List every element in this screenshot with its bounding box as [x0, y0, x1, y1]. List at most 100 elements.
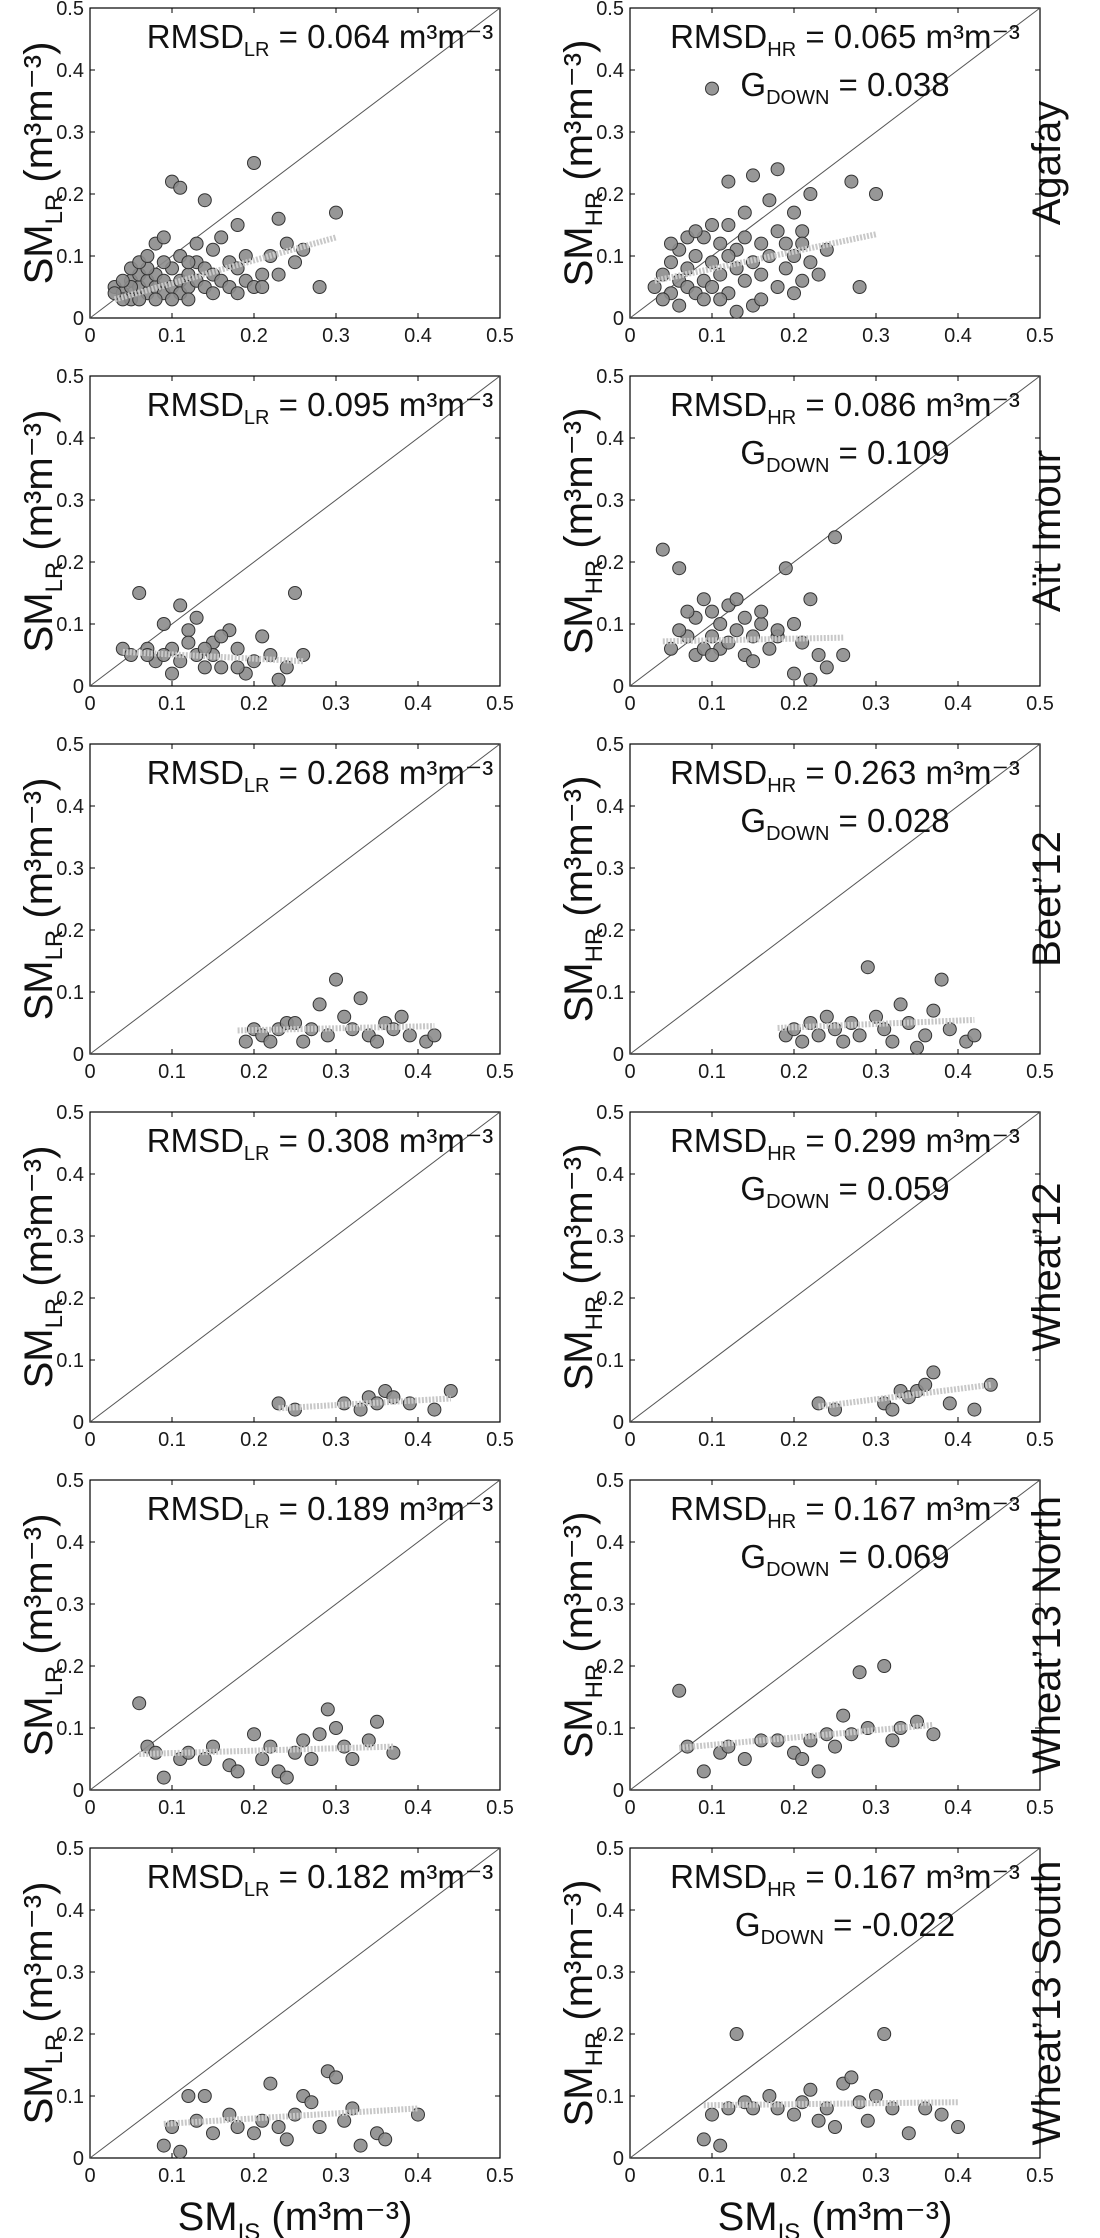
data-point [787, 666, 801, 681]
data-point [762, 193, 777, 208]
data-point [811, 267, 826, 282]
y-tick-label: 0.4 [56, 60, 84, 82]
one-to-one-line [629, 1479, 1041, 1791]
data-point [942, 1022, 957, 1037]
x-tick-label: 0.2 [780, 2165, 808, 2187]
panel-4-0: 0 0.1 0.2 0.3 0.4 0.5 0 0.1 0.2 0.3 0.4 0.5 RMSDLR =… [17, 1470, 514, 1819]
data-point [811, 1028, 826, 1043]
data-point [288, 255, 302, 270]
y-tick-label: 0 [613, 1044, 624, 1066]
panel-3-1: 0 0.1 0.2 0.3 0.4 0.5 0 0.1 0.2 0.3 0.4 0.5 RMSDHR =… [557, 1102, 1054, 1451]
y-tick-label: 0.1 [596, 982, 624, 1004]
panel-1-0: 0 0.1 0.2 0.3 0.4 0.5 0 0.1 0.2 0.3 0.4 0.5 RMSDLR =… [17, 366, 514, 715]
data-point [811, 648, 826, 662]
data-point [156, 648, 171, 662]
rmsd-annotation: RMSDLR = 0.268 m³m⁻³ [147, 754, 493, 797]
plot-frame [89, 1479, 501, 1791]
data-point [361, 1733, 376, 1748]
data-point [828, 1402, 842, 1417]
data-point [156, 230, 171, 245]
x-tick-label: 0.4 [944, 1061, 972, 1083]
data-point [967, 1028, 982, 1043]
data-point [329, 1721, 343, 1735]
data-point [844, 2070, 859, 2085]
y-tick-label: 0 [613, 676, 624, 698]
data-point [181, 292, 196, 307]
y-tick-label: 0.3 [56, 490, 84, 512]
data-point [197, 193, 212, 208]
y-axis-label: SMLR (m³m⁻³) [17, 42, 68, 285]
data-point [230, 641, 245, 656]
data-point [197, 660, 212, 675]
regression-line [777, 1016, 975, 1031]
data-point [918, 1028, 933, 1043]
one-to-one-line [89, 1111, 501, 1423]
y-tick-label: 0.5 [596, 1838, 624, 1860]
data-point [934, 972, 949, 987]
y-axis-label: SMHR (m³m⁻³) [557, 1512, 608, 1759]
data-point [696, 592, 711, 607]
data-point [901, 2126, 916, 2141]
x-tick-label: 0.5 [1026, 325, 1054, 347]
x-tick-label: 0.5 [486, 1429, 514, 1451]
data-point [910, 1040, 924, 1055]
data-point [402, 1028, 417, 1043]
data-point [230, 218, 245, 232]
x-tick-label: 0.4 [404, 1429, 432, 1451]
data-point [271, 2120, 286, 2134]
data-point [156, 1770, 171, 1785]
y-tick-label: 0.5 [56, 1470, 84, 1492]
x-tick-label: 0.3 [862, 693, 890, 715]
x-tick-label: 0 [624, 693, 635, 715]
y-tick-label: 0.3 [56, 858, 84, 880]
data-point [320, 1028, 335, 1043]
data-point [885, 2101, 900, 2116]
x-tick-label: 0.5 [1026, 693, 1054, 715]
y-tick-label: 0.1 [596, 614, 624, 636]
data-point [181, 255, 196, 270]
y-tick-label: 0.5 [596, 734, 624, 756]
data-point [696, 2132, 711, 2147]
y-tick-label: 0 [73, 308, 84, 330]
data-point [795, 1034, 810, 1049]
data-point [304, 2095, 319, 2110]
data-point [247, 156, 261, 170]
rmsd-annotation: RMSDLR = 0.182 m³m⁻³ [147, 1858, 493, 1901]
data-point [770, 280, 785, 294]
y-tick-label: 0.5 [596, 1102, 624, 1124]
x-tick-label: 0.2 [780, 325, 808, 347]
data-point [173, 598, 188, 613]
site-label: Agafay [1025, 101, 1069, 226]
x-tick-label: 0.5 [486, 1061, 514, 1083]
gdown-annotation: GDOWN = 0.069 [740, 1538, 949, 1581]
data-point [206, 286, 220, 301]
data-point [811, 1396, 826, 1411]
data-point [320, 1702, 335, 1717]
plot-frame [629, 375, 1041, 687]
data-point [721, 218, 736, 232]
y-tick-label: 0.5 [596, 0, 624, 20]
one-to-one-line [629, 1111, 1041, 1423]
data-point [877, 1659, 892, 1673]
x-tick-label: 0 [624, 1797, 635, 1819]
data-point [836, 648, 851, 662]
x-tick-label: 0.4 [404, 325, 432, 347]
data-point [181, 2089, 196, 2103]
y-tick-label: 0.5 [56, 1102, 84, 1124]
x-tick-label: 0.5 [486, 2165, 514, 2187]
y-tick-label: 0.5 [56, 366, 84, 388]
y-tick-label: 0.4 [596, 1164, 624, 1186]
data-point [655, 542, 670, 557]
data-point [762, 641, 777, 656]
data-point [370, 1714, 384, 1729]
x-tick-label: 0.1 [698, 1797, 726, 1819]
y-tick-label: 0.1 [596, 246, 624, 268]
y-tick-label: 0.1 [56, 982, 84, 1004]
data-point [885, 1034, 900, 1049]
data-point [737, 610, 752, 625]
y-tick-label: 0.2 [56, 184, 84, 206]
y-tick-label: 0 [73, 2148, 84, 2170]
data-point [304, 1752, 319, 1766]
data-point [238, 1034, 253, 1049]
y-tick-label: 0.2 [596, 920, 624, 942]
